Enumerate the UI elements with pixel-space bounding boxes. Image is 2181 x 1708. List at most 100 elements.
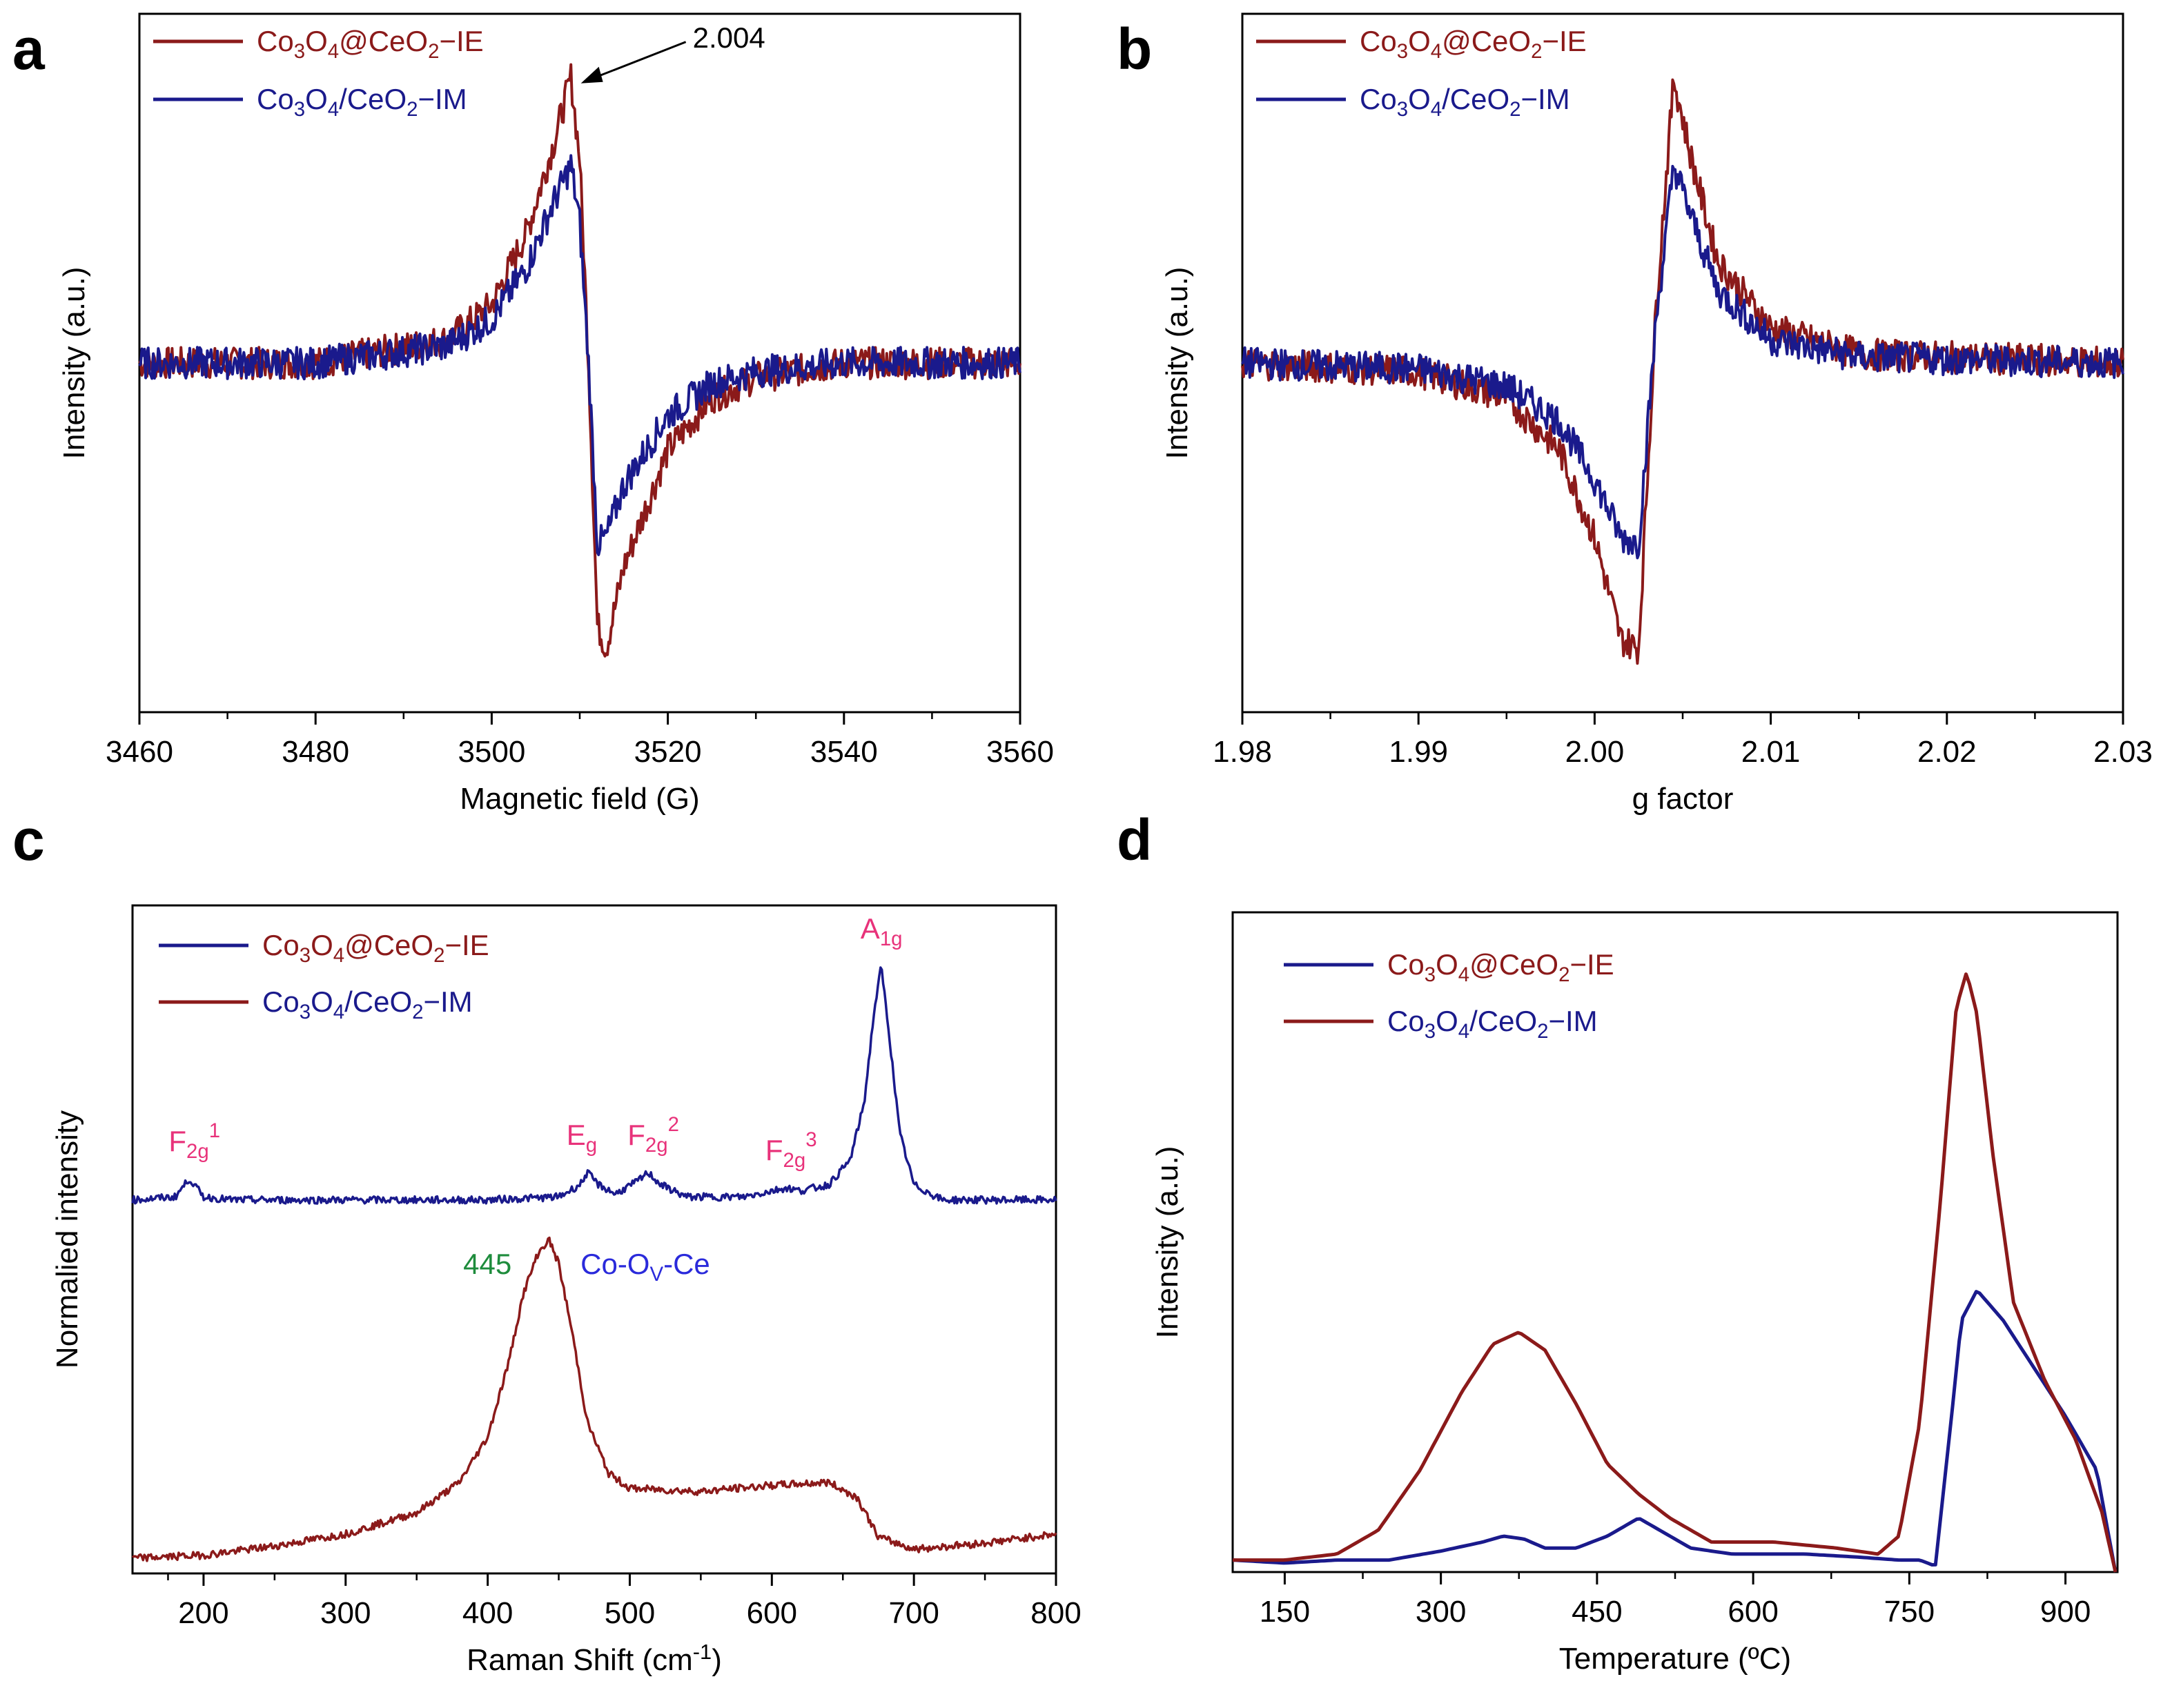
raman-mode-base: F (168, 1125, 186, 1157)
legend-label-c-1-part: 3 (300, 944, 311, 967)
raman-mode-sub: 2g (645, 1134, 668, 1157)
x-tick-label-a: 3540 (810, 735, 878, 769)
legend-label-c-2-part: 4 (333, 1001, 344, 1023)
peak-position-label: 445 (463, 1248, 511, 1280)
legend-label-b-2-part: −IM (1520, 83, 1569, 115)
raman-mode-base: A (861, 912, 880, 945)
legend-label-b-2: Co3O4/CeO2−IM (1360, 83, 1570, 121)
legend-label-c-2-part: −IM (423, 985, 472, 1018)
annotation-arrowhead (580, 66, 603, 84)
x-axis-title-part: ) (712, 1643, 722, 1677)
raman-mode-base: E (567, 1119, 586, 1151)
panel-b: 1.98 1.99 2.00 2.01 2.02 2.03 g factor Intensit… (1160, 12, 2153, 816)
plot-frame-c (131, 904, 1057, 1575)
x-tick-label-a: 3480 (282, 735, 349, 769)
series-line-d-2 (1233, 972, 2118, 1573)
panel-letter-a: a (12, 17, 46, 81)
legend-label-d-2-part: 3 (1425, 1020, 1436, 1043)
raman-mode-label: A1g (861, 912, 903, 950)
raman-mode-label: F2g1 (168, 1119, 220, 1163)
x-tick-label-c: 500 (605, 1596, 655, 1630)
legend-label-a-2-part: 2 (407, 98, 418, 121)
x-tick-label-a: 3460 (106, 735, 173, 769)
raman-mode-label: F2g2 (627, 1113, 679, 1157)
raman-mode-label: F2g3 (765, 1128, 817, 1172)
legend-label-c-2-part: 2 (412, 1001, 423, 1023)
legend-label-b-1-part: 3 (1397, 40, 1408, 63)
x-tick-label-d: 900 (2040, 1595, 2091, 1629)
annotation-arrow (590, 41, 687, 81)
x-tick-label-a: 3520 (634, 735, 702, 769)
legend-label-c-1-part: Co (262, 929, 300, 961)
legend-label-a-1-part: −IE (439, 25, 483, 57)
legend-label-b-2-part: O (1408, 83, 1431, 115)
series-line-a-2 (138, 154, 1021, 556)
legend-label-b-1: Co3O4@CeO2−IE (1360, 25, 1587, 63)
legend-label-a-1-part: @CeO (339, 25, 428, 57)
x-axis-title-d: Temperature (ºC) (1559, 1642, 1791, 1676)
legend-label-d-1: Co3O4@CeO2−IE (1387, 948, 1614, 986)
x-tick-label-d: 300 (1416, 1595, 1466, 1629)
raman-mode-sup: 3 (805, 1128, 816, 1151)
legend-label-c-1-part: @CeO (344, 929, 433, 961)
raman-mode-sub: 2g (783, 1149, 806, 1172)
panel-letter-c: c (12, 807, 45, 872)
legend-label-b-2-part: 2 (1509, 98, 1520, 121)
x-tick-label-b: 2.00 (1565, 735, 1625, 769)
raman-mode-base: F (627, 1119, 645, 1151)
x-tick-label-b: 2.01 (1741, 735, 1801, 769)
x-tick-label-c: 600 (747, 1596, 797, 1630)
assign-part: -Ce (663, 1248, 710, 1280)
legend-label-d-2-part: O (1436, 1005, 1458, 1037)
legend-label-a-2-part: −IM (418, 83, 467, 115)
vacancy-assignment-label: Co-OV-Ce (580, 1248, 710, 1286)
panel-d: 150 300 450 600 750 900 Temperature (ºC) Intens… (1151, 911, 2119, 1676)
legend-label-c-1: Co3O4@CeO2−IE (262, 929, 489, 967)
panel-letter-b: b (1117, 17, 1152, 81)
legend-label-a-1-part: Co (257, 25, 294, 57)
legend-label-d-2-part: Co (1387, 1005, 1425, 1037)
legend-label-a-2: Co3O4/CeO2−IM (257, 83, 467, 121)
legend-label-a-2-part: 3 (294, 98, 305, 121)
legend-label-a-1-part: O (305, 25, 328, 57)
raman-mode-base: F (765, 1134, 783, 1166)
legend-label-a-1-part: 3 (294, 40, 305, 63)
raman-mode-sup: 1 (209, 1119, 220, 1142)
y-axis-title-b: Intensity (a.u.) (1160, 267, 1194, 460)
assign-sub: V (649, 1263, 663, 1286)
legend-label-d-1-part: O (1436, 948, 1458, 981)
legend-label-c-2-part: O (311, 985, 333, 1018)
legend-label-b-2-part: 3 (1397, 98, 1408, 121)
legend-label-c-2-part: 3 (300, 1001, 311, 1023)
series-line-d-1 (1232, 1290, 2118, 1573)
annotation-g-value: 2.004 (693, 21, 765, 54)
legend-label-b-1-part: O (1408, 25, 1431, 57)
x-tick-label-d: 600 (1728, 1595, 1778, 1629)
legend-label-a-1-part: 2 (428, 40, 439, 63)
legend-label-b-2-part: /CeO (1442, 83, 1509, 115)
panel-c: 200 300 400 500 600 700 800 Raman Shift (cm-1) N… (50, 904, 1082, 1677)
legend-label-a-2-part: O (305, 83, 328, 115)
raman-mode-label: Eg (567, 1119, 597, 1157)
legend-label-b-2-part: 4 (1431, 98, 1442, 121)
x-tick-label-c: 800 (1030, 1596, 1081, 1630)
y-axis-title-a: Intensity (a.u.) (57, 267, 91, 460)
legend-label-a-2-part: /CeO (339, 83, 407, 115)
plot-frame-d (1231, 911, 2119, 1573)
x-tick-label-a: 3500 (458, 735, 525, 769)
legend-label-d-2: Co3O4/CeO2−IM (1387, 1005, 1598, 1043)
x-tick-label-c: 200 (178, 1596, 228, 1630)
legend-label-d-1-part: Co (1387, 948, 1425, 981)
raman-mode-sub: 1g (880, 927, 903, 950)
legend-label-d-1-part: 3 (1425, 963, 1436, 986)
legend-label-b-1-part: 4 (1431, 40, 1442, 63)
legend-label-b-1-part: 2 (1531, 40, 1542, 63)
legend-label-a-2-part: 4 (328, 98, 339, 121)
legend-label-b-1-part: @CeO (1442, 25, 1531, 57)
x-tick-label-c: 300 (320, 1596, 371, 1630)
series-line-c-1 (131, 966, 1057, 1205)
assign-part: Co-O (580, 1248, 649, 1280)
raman-mode-sub: 2g (186, 1140, 209, 1163)
x-tick-label-b: 2.03 (2093, 735, 2153, 769)
